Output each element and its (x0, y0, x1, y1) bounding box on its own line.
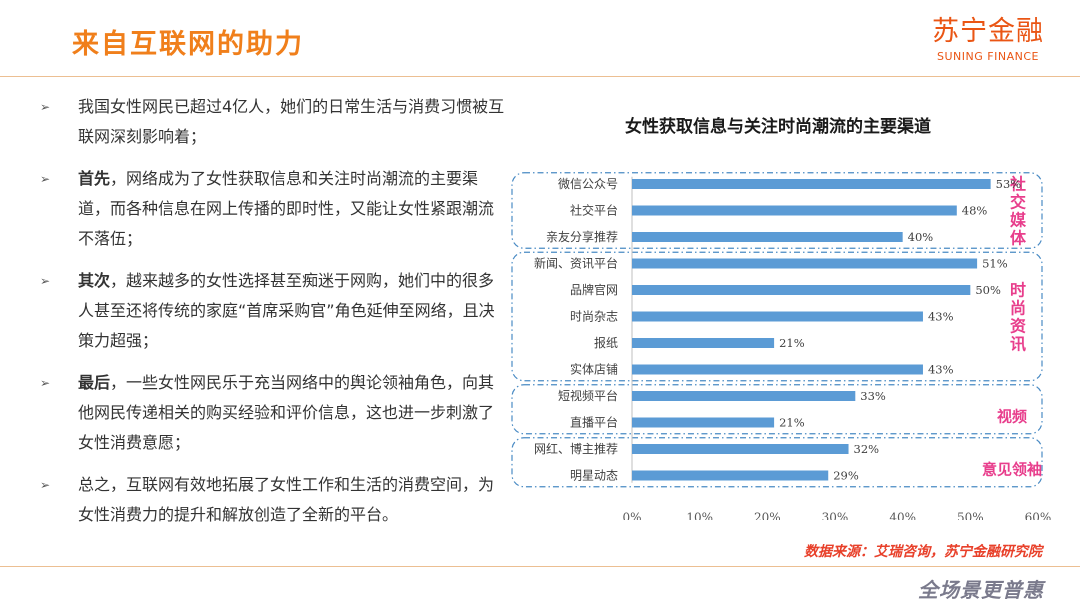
arrow-bullet-icon: ➢ (40, 376, 51, 390)
bar (632, 205, 957, 216)
data-label: 32% (854, 442, 880, 456)
bar (632, 391, 856, 401)
group-label: 视频 (997, 407, 1027, 425)
header-divider (0, 76, 1080, 77)
bullet-item: ➢ 我国女性网民已超过4亿人，她们的日常生活与消费习惯被互联网深刻影响着； (40, 92, 505, 152)
group-frame (511, 172, 1043, 249)
arrow-bullet-icon: ➢ (40, 100, 51, 114)
category-label: 时尚杂志 (570, 310, 618, 324)
data-label: 48% (962, 204, 988, 218)
data-label: 51% (982, 257, 1008, 271)
bullet-lead: 最后 (78, 373, 111, 392)
data-label: 21% (779, 336, 805, 350)
data-label: 29% (833, 469, 859, 483)
category-label: 微信公众号 (558, 177, 618, 191)
bar (632, 179, 991, 189)
bullet-text: ，越来越多的女性选择甚至痴迷于网购，她们中的很多人甚至还将传统的家庭“首席采购官… (78, 271, 495, 350)
bullet-text: 总之，互联网有效地拓展了女性工作和生活的消费空间，为女性消费力的提升和解放创造了… (78, 475, 495, 524)
data-label: 43% (928, 310, 954, 324)
group-label-char: 尚 (1010, 299, 1026, 318)
bullet-lead: 首先 (78, 169, 111, 188)
brand-logo-cn: 苏宁金融 (932, 16, 1044, 47)
bar (632, 311, 923, 322)
category-label: 实体店铺 (570, 362, 618, 377)
footer-divider (0, 566, 1080, 567)
channel-chart: 女性获取信息与关注时尚潮流的主要渠道 社交媒体时尚资讯视频意见领袖 微信公众号 53… (500, 100, 1060, 520)
bullet-item: ➢ 最后，一些女性网民乐于充当网络中的舆论领袖角色，向其他网民传递相关的购买经验… (40, 368, 505, 458)
category-label: 明星动态 (570, 469, 618, 483)
bullet-item: ➢ 总之，互联网有效地拓展了女性工作和生活的消费空间，为女性消费力的提升和解放创… (40, 470, 505, 530)
group-label-char: 媒 (1010, 211, 1027, 230)
category-label: 新闻、资讯平台 (534, 256, 618, 271)
x-tick-label: 40% (889, 511, 916, 521)
group-label-char: 资 (1010, 317, 1026, 336)
bar (632, 338, 775, 348)
bullet-item: ➢ 首先，网络成为了女性获取信息和关注时尚潮流的主要渠道，而各种信息在网上传播的… (40, 164, 505, 254)
bar (632, 232, 903, 242)
data-label: 21% (779, 416, 805, 430)
group-label-char: 讯 (1010, 335, 1026, 354)
data-label: 40% (908, 230, 934, 244)
bullet-text: ，一些女性网民乐于充当网络中的舆论领袖角色，向其他网民传递相关的购买经验和评价信… (78, 373, 495, 452)
group-frame (511, 437, 1043, 488)
page-title: 来自互联网的助力 (72, 29, 304, 60)
bar (632, 364, 923, 375)
group-frame (511, 384, 1043, 435)
data-label: 43% (928, 363, 954, 377)
category-label: 网红、博主推荐 (534, 441, 618, 456)
x-tick-label: 10% (686, 511, 713, 521)
bar (632, 470, 829, 481)
bullet-text: ，网络成为了女性获取信息和关注时尚潮流的主要渠道，而各种信息在网上传播的即时性，… (78, 169, 495, 248)
bar (632, 285, 971, 295)
category-label: 社交平台 (570, 203, 618, 218)
bar (632, 258, 978, 269)
source-note: 数据来源：艾瑞咨询，苏宁金融研究院 (804, 544, 1042, 560)
category-label: 亲友分享推荐 (546, 229, 618, 244)
data-label: 33% (860, 389, 886, 403)
group-label-char: 体 (1010, 229, 1027, 248)
group-label: 意见领袖 (982, 460, 1042, 478)
group-label-char: 时 (1010, 281, 1026, 300)
chart-title: 女性获取信息与关注时尚潮流的主要渠道 (625, 116, 931, 137)
group-label-char: 交 (1010, 193, 1026, 212)
bar (632, 444, 849, 454)
category-label: 报纸 (594, 335, 618, 350)
arrow-bullet-icon: ➢ (40, 274, 51, 288)
x-tick-label: 20% (754, 511, 781, 521)
group-frame (511, 251, 1043, 382)
x-tick-label: 30% (822, 511, 849, 521)
category-label: 直播平台 (570, 415, 618, 430)
x-tick-label: 0% (622, 511, 641, 521)
brand-logo-en: SUNING FINANCE (937, 50, 1039, 63)
data-label: 50% (975, 283, 1001, 297)
x-tick-label: 50% (957, 511, 984, 521)
bullet-lead: 其次 (78, 271, 111, 290)
arrow-bullet-icon: ➢ (40, 478, 51, 492)
bullet-text: 我国女性网民已超过4亿人，她们的日常生活与消费习惯被互联网深刻影响着； (78, 97, 505, 146)
arrow-bullet-icon: ➢ (40, 172, 51, 186)
category-label: 短视频平台 (558, 388, 618, 403)
data-label: 53% (996, 177, 1022, 191)
brand-logo: 苏宁金融 SUNING FINANCE (932, 16, 1044, 63)
bar (632, 417, 775, 428)
bullet-item: ➢ 其次，越来越多的女性选择甚至痴迷于网购，她们中的很多人甚至还将传统的家庭“首… (40, 266, 505, 356)
footer-slogan-logo: 全场景更普惠 (918, 578, 1044, 602)
group-label-char: 社 (1009, 175, 1026, 194)
x-tick-label: 60% (1025, 511, 1052, 521)
bullet-list: ➢ 我国女性网民已超过4亿人，她们的日常生活与消费习惯被互联网深刻影响着； ➢ … (40, 92, 505, 542)
category-label: 品牌官网 (570, 282, 618, 297)
